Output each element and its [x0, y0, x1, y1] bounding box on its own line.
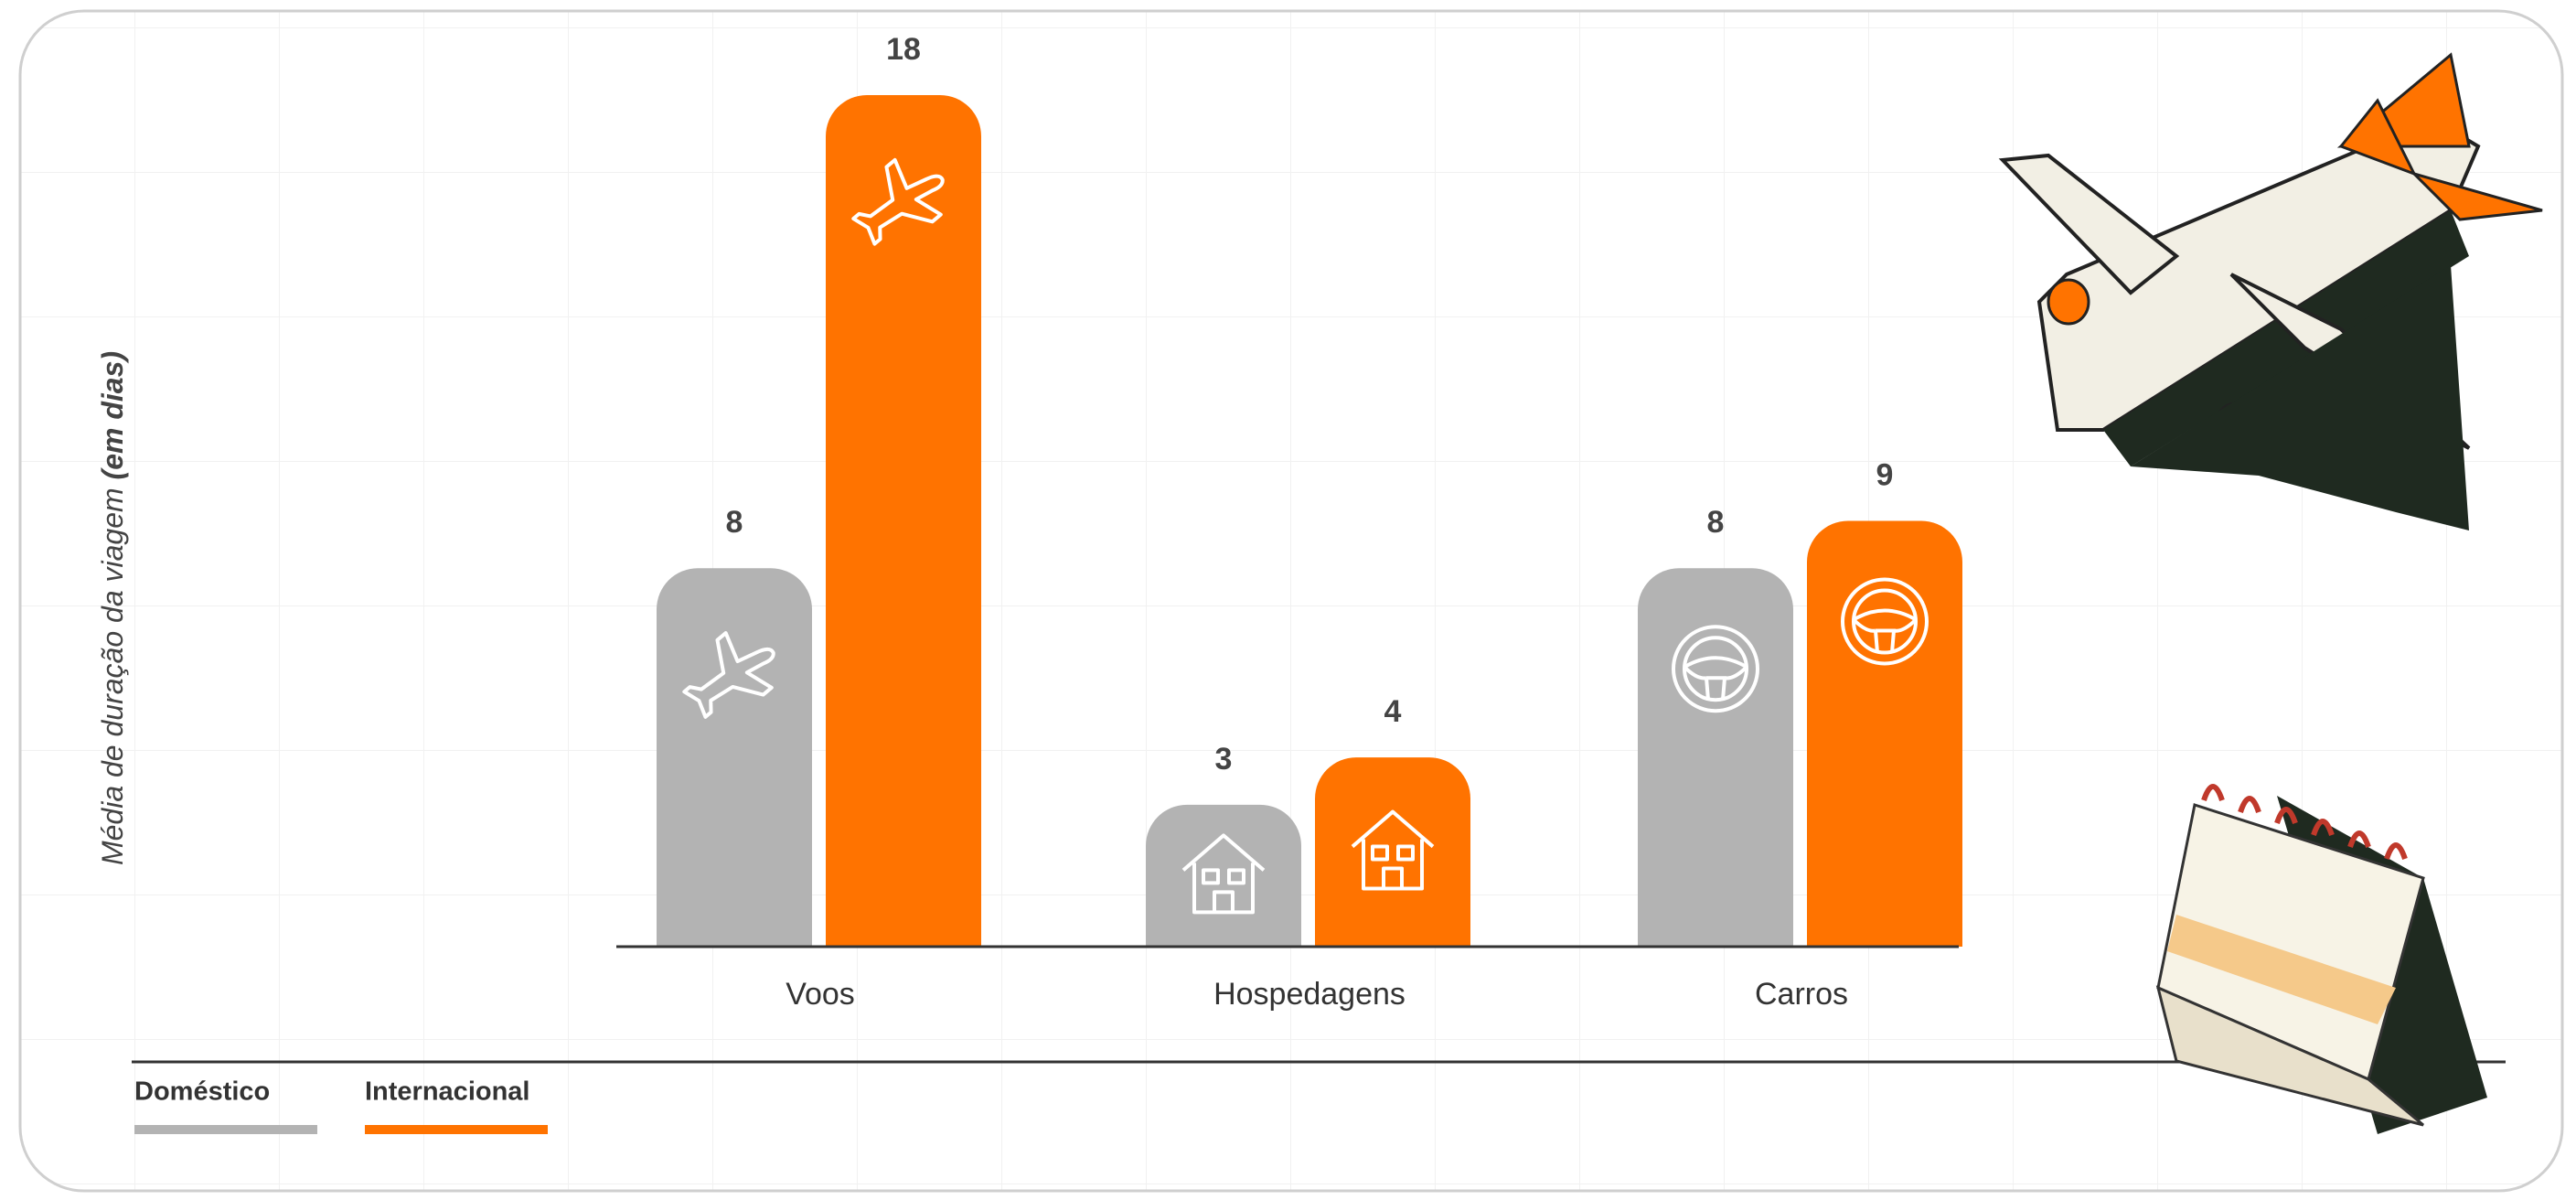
- value-label: 4: [1384, 694, 1402, 729]
- house-icon: [1181, 833, 1266, 915]
- plane-icon: [851, 157, 945, 246]
- plane-icon: [682, 631, 775, 719]
- legend-swatch: [134, 1125, 317, 1134]
- airplane-illustration: [1998, 52, 2543, 530]
- wheel-icon-spokes: [1852, 608, 1918, 653]
- value-label: 3: [1215, 742, 1233, 777]
- bar-icon: [1841, 577, 1929, 666]
- x-tick-label: Carros: [1755, 977, 1848, 1012]
- bar: [826, 95, 981, 947]
- bar: [1638, 568, 1793, 947]
- legend-label: Doméstico: [134, 1077, 270, 1107]
- value-label: 18: [886, 32, 921, 67]
- bar: [1807, 520, 1962, 947]
- calendar-illustration: [2155, 784, 2487, 1134]
- bar: [1146, 804, 1301, 947]
- y-axis-label: Média de duração da viagem (em dias): [96, 351, 129, 865]
- value-label: 8: [1707, 505, 1725, 540]
- bar-icon: [682, 631, 775, 719]
- legend-label: Internacional: [365, 1077, 530, 1107]
- bar: [1315, 757, 1470, 947]
- x-tick-label: Hospedagens: [1213, 977, 1406, 1012]
- y-label-text: Média de duração da viagem: [96, 488, 129, 865]
- house-icon: [1351, 809, 1435, 891]
- bar-icon: [1672, 625, 1759, 713]
- bar-icon: [1351, 809, 1435, 891]
- y-label-emphasis: (em dias): [96, 351, 129, 479]
- wheel-icon: [1672, 625, 1759, 713]
- bar-icon: [851, 157, 945, 246]
- wheel-icon-spokes: [1683, 656, 1748, 701]
- bar: [657, 568, 812, 947]
- legend-swatch: [365, 1125, 548, 1134]
- value-label: 8: [726, 505, 743, 540]
- x-tick-label: Voos: [786, 977, 855, 1012]
- wheel-icon: [1841, 577, 1929, 666]
- bar-icon: [1181, 833, 1266, 915]
- value-label: 9: [1876, 457, 1894, 492]
